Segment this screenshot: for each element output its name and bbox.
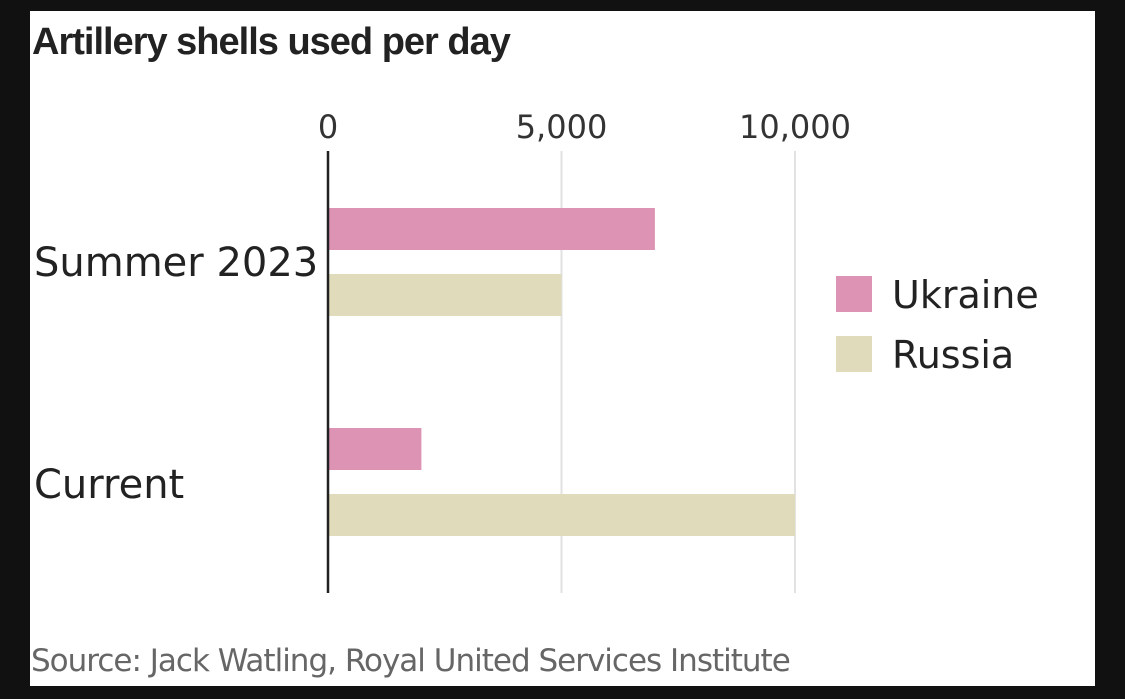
legend-label-russia: Russia <box>892 333 1014 377</box>
legend-swatch-russia <box>836 336 872 372</box>
x-tick-label: 5,000 <box>516 108 608 146</box>
category-label: Current <box>34 462 184 508</box>
category-label: Summer 2023 <box>34 240 318 286</box>
bar-ukraine <box>328 428 422 470</box>
chart-title: Artillery shells used per day <box>32 21 511 63</box>
legend-swatch-ukraine <box>836 276 872 312</box>
legend-label-ukraine: Ukraine <box>892 273 1039 317</box>
x-tick-label: 0 <box>318 108 338 146</box>
bar-russia <box>328 494 795 536</box>
bar-russia <box>328 274 562 316</box>
chart-card: Artillery shells used per day 0 5,000 10,0… <box>30 11 1095 686</box>
source-note: Source: Jack Watling, Royal United Servi… <box>31 643 791 679</box>
bar-ukraine <box>328 208 655 250</box>
x-tick-label: 10,000 <box>739 108 851 146</box>
bar-chart: 0 5,000 10,000 Summer 2023 Current Ukraine R… <box>34 108 1039 593</box>
